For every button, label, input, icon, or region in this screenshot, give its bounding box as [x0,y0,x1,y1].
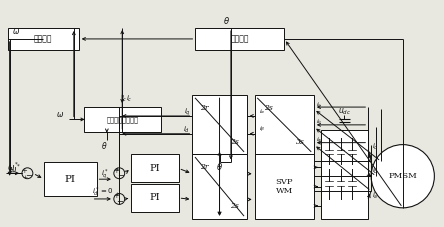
Text: 2s: 2s [230,138,239,146]
Text: −: − [25,172,32,180]
Bar [321,130,368,219]
Text: −: − [117,172,124,180]
Text: $\theta$: $\theta$ [223,15,230,26]
Text: $u_{dc}$: $u_{dc}$ [338,107,351,117]
Text: 2s: 2s [264,104,273,112]
Circle shape [371,145,434,208]
Text: $i_c$: $i_c$ [126,94,133,104]
Bar [44,162,96,196]
Text: PI: PI [150,164,160,173]
Text: $i_d^*=0$: $i_d^*=0$ [91,185,113,199]
Text: $i_d$: $i_d$ [183,125,190,135]
Text: $i_q$: $i_q$ [183,106,190,118]
Text: $i_a$: $i_a$ [372,191,379,201]
Text: PI: PI [150,193,160,202]
Bar [192,95,247,155]
Text: 改进型降阶观测器: 改进型降阶观测器 [106,115,138,123]
Text: $\omega^*$: $\omega^*$ [7,160,19,173]
Text: +: + [113,167,119,175]
Text: $i_c$: $i_c$ [121,94,128,104]
Text: 2r: 2r [200,163,209,171]
Text: 2s: 2s [230,202,239,210]
Text: $i_a$: $i_a$ [316,135,322,144]
Text: 3s: 3s [296,138,305,146]
Text: $\omega$: $\omega$ [56,110,64,119]
Text: +: + [115,192,120,197]
Text: PMSM: PMSM [388,172,417,180]
Bar [254,95,314,155]
Text: 速度计算: 速度计算 [34,35,52,43]
Text: −: − [116,198,123,206]
Text: $i_b$: $i_b$ [372,166,379,176]
Bar [131,184,178,212]
Text: +: + [113,192,119,200]
Text: 2r: 2r [200,104,209,112]
Text: $\theta$: $\theta$ [101,140,107,151]
Bar [8,28,79,50]
Text: SVP
WM: SVP WM [275,178,293,195]
Text: +: + [115,167,120,172]
Bar [131,155,178,182]
Text: $i_\alpha$: $i_\alpha$ [258,108,265,116]
Bar [84,107,161,132]
Text: $\omega$: $\omega$ [12,27,20,35]
Bar [192,155,247,219]
Text: 位置检测: 位置检测 [230,35,249,43]
Text: $i_c$: $i_c$ [316,100,322,109]
Text: $i_\beta$: $i_\beta$ [258,125,265,135]
Text: $i_c$: $i_c$ [372,141,378,152]
Text: PI: PI [65,175,76,184]
Text: $i_b$: $i_b$ [316,117,322,126]
Bar [254,155,314,219]
Text: +: + [21,167,27,175]
Text: +: + [23,175,28,180]
Text: $\theta$: $\theta$ [216,161,223,172]
Text: $\omega^*$: $\omega^*$ [8,162,21,175]
Text: $i_q^*$: $i_q^*$ [101,167,108,182]
Bar [195,28,284,50]
